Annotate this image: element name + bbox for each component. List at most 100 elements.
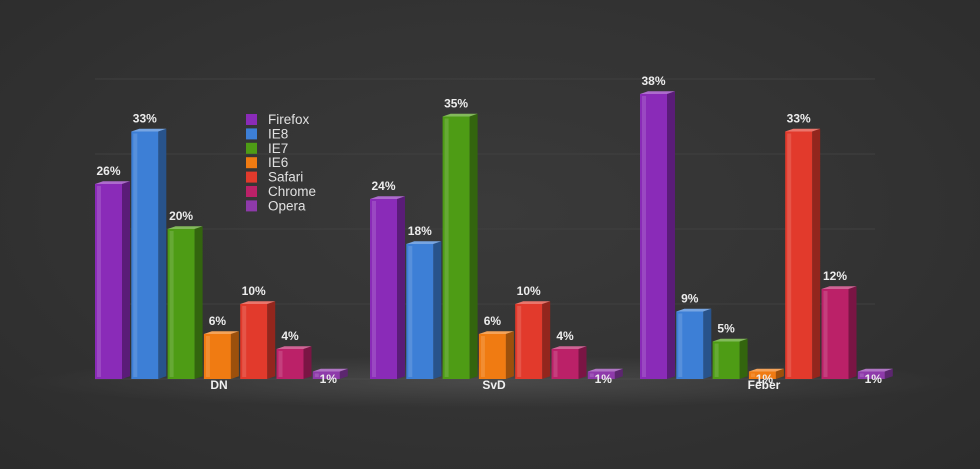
category-label-dn: DN [210, 378, 227, 392]
bar-dn-ie8 [131, 128, 167, 379]
bar-top [785, 128, 821, 132]
bar-top [240, 301, 276, 304]
bar-side [775, 368, 784, 379]
bar-side [542, 301, 551, 379]
bar-front [587, 371, 615, 379]
bar-highlight [97, 186, 101, 377]
bar-feber-opera [857, 368, 893, 379]
bar-top [370, 196, 405, 199]
bar-side [848, 286, 857, 379]
bar-highlight [750, 373, 755, 377]
value-label-dn-safari: 10% [242, 284, 266, 298]
bar-highlight [444, 118, 449, 377]
legend-swatch [246, 171, 257, 183]
bar-side [703, 308, 712, 379]
bar-top [312, 368, 348, 372]
bar-side [578, 346, 587, 379]
value-label-feber-ie6: 1% [756, 372, 774, 386]
bar-highlight [678, 313, 683, 377]
bar-highlight [205, 336, 210, 377]
bar-highlight [859, 373, 864, 377]
bar-side [339, 368, 348, 379]
bar-feber-safari [785, 128, 821, 379]
bar-highlight [242, 306, 247, 377]
bar-dn-safari [240, 301, 276, 379]
bar-side [884, 368, 893, 379]
bar-feber-ie7 [712, 338, 748, 379]
bar-top [857, 368, 893, 372]
legend-label: Opera [268, 198, 306, 213]
legend-item-ie8: IE8 [246, 126, 288, 141]
value-label-svd-firefox: 24% [371, 179, 395, 193]
bar-top [406, 241, 442, 244]
legend-swatch [246, 114, 257, 125]
bar-side [303, 346, 312, 379]
bar-top [515, 301, 551, 304]
bar-highlight [480, 336, 485, 377]
bar-dn-chrome [276, 346, 312, 379]
bar-side [505, 331, 514, 379]
legend-swatch [246, 186, 257, 197]
value-label-dn-chrome: 4% [281, 329, 299, 343]
value-label-dn-opera: 1% [320, 372, 338, 386]
value-labels: 26% 33% 20% 6% 10% 4% 1% 24% 18% 35% 6% 10% 4% 1% 38% 9… [96, 74, 882, 386]
value-label-svd-safari: 10% [517, 284, 541, 298]
legend-swatch [246, 200, 257, 212]
value-label-feber-safari: 33% [787, 112, 811, 126]
bar-svd-ie8 [406, 241, 442, 379]
bar-side [812, 128, 821, 379]
value-label-dn-ie6: 6% [209, 314, 227, 328]
bar-highlight [589, 373, 594, 377]
bar-highlight [169, 231, 174, 377]
legend-label: Firefox [268, 112, 310, 127]
bar-top [276, 346, 312, 349]
legend-item-ie7: IE7 [246, 141, 288, 156]
bar-highlight [714, 343, 719, 377]
legend-item-chrome: Chrome [246, 184, 316, 199]
legend-label: Chrome [268, 184, 316, 199]
bar-dn-ie7 [167, 226, 203, 379]
value-label-svd-ie6: 6% [484, 314, 502, 328]
value-label-dn-ie7: 20% [169, 209, 193, 223]
bar-svd-ie6 [478, 331, 514, 379]
bar-side [230, 331, 239, 379]
bars-layer [95, 91, 893, 379]
bar-svd-ie7 [442, 113, 478, 379]
bar-highlight [278, 351, 283, 377]
bar-highlight [314, 373, 319, 377]
bar-top [95, 181, 130, 184]
value-label-feber-ie8: 9% [681, 292, 699, 306]
bar-side [267, 301, 276, 379]
value-label-dn-ie8: 33% [133, 112, 157, 126]
category-labels: DN SvD Feber [210, 378, 780, 392]
value-label-dn-firefox: 26% [96, 164, 120, 178]
legend-swatch [246, 142, 257, 154]
bar-top [551, 346, 587, 349]
bar-top [167, 226, 203, 229]
bar-side [397, 196, 405, 379]
value-label-svd-opera: 1% [595, 372, 613, 386]
legend-swatch [246, 128, 257, 140]
bar-svd-firefox [370, 196, 405, 379]
bar-highlight [133, 133, 138, 377]
value-label-svd-ie8: 18% [408, 224, 432, 238]
bar-dn-opera [312, 368, 348, 379]
bar-top [442, 113, 478, 117]
category-label-svd: SvD [482, 378, 506, 392]
value-label-svd-chrome: 4% [556, 329, 574, 343]
bar-feber-ie8 [676, 308, 712, 379]
bar-side [158, 128, 167, 379]
bar-top [131, 128, 167, 132]
bar-feber-ie6 [748, 368, 784, 379]
bar-dn-ie6 [203, 331, 239, 379]
bar-front [312, 371, 340, 379]
bar-top [478, 331, 514, 334]
bar-side [194, 226, 203, 379]
bar-svd-chrome [551, 346, 587, 379]
category-label-feber: Feber [748, 378, 781, 392]
bar-svd-safari [515, 301, 551, 379]
value-label-feber-ie7: 5% [717, 322, 735, 336]
bar-feber-chrome [821, 286, 857, 379]
bar-highlight [408, 246, 413, 377]
bar-front [748, 371, 776, 379]
